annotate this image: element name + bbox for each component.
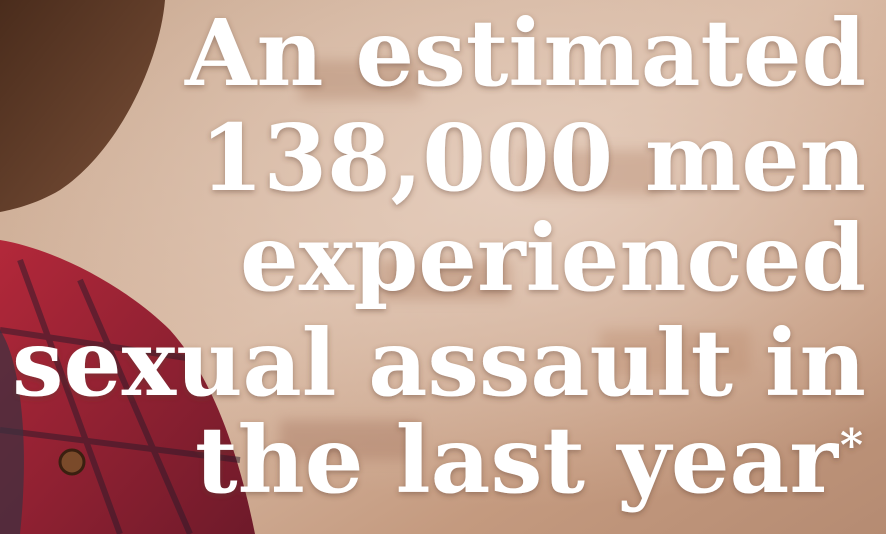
headline-line: 138,000 men — [200, 104, 866, 212]
page: An estimated 138,000 men experienced sex… — [0, 0, 886, 534]
headline-line: experienced — [240, 204, 866, 312]
footnote-marker: * — [840, 420, 863, 471]
headline-line: the last year — [195, 406, 840, 514]
headline-line: An estimated — [184, 0, 866, 107]
button — [60, 450, 84, 474]
headline-line: sexual assault in — [12, 309, 866, 417]
poster: An estimated 138,000 men experienced sex… — [0, 0, 886, 534]
